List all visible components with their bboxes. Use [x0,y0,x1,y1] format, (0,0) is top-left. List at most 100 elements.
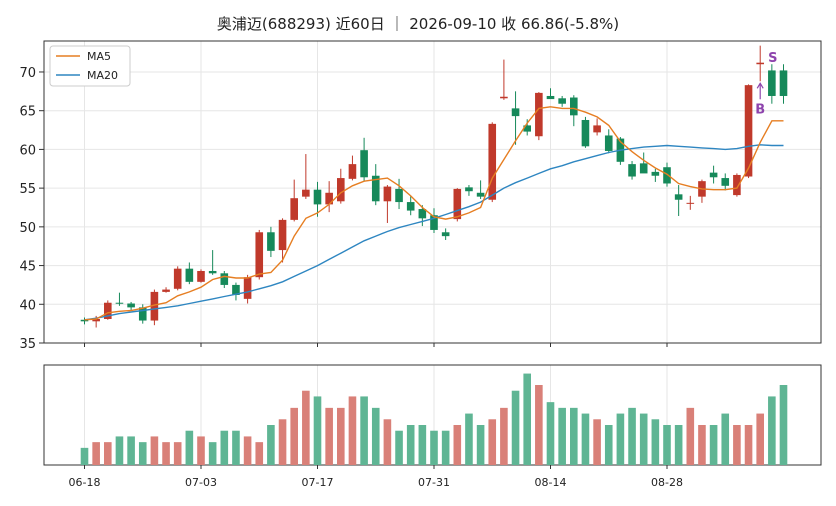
candle-body [651,171,660,176]
x-tick-label: 07-31 [418,476,450,489]
candle-body [733,174,741,196]
volume-bar [80,447,89,465]
candle-body [302,189,310,197]
price-panel-frame [43,40,822,344]
volume-bar [628,407,636,465]
x-tick-label: 07-17 [302,476,334,489]
volume-bar [337,407,345,465]
candle-body [150,291,159,321]
volume-bar [570,407,578,465]
y-tick-label: 40 [19,298,36,313]
y-tick-label: 45 [19,260,36,275]
volume-bar [721,413,730,465]
legend-ma5-label: MA5 [87,50,111,63]
candlesticks [80,45,788,328]
candle-body [360,150,368,178]
y-tick-label: 50 [19,221,36,236]
volume-bar [744,425,753,465]
volume-bar [290,407,298,465]
volume-bar [185,430,194,465]
ma20-line [84,144,784,321]
volume-bar [535,385,543,465]
candle-body [709,172,718,178]
volume-bar [197,436,205,465]
volume-bar [348,396,357,465]
candle-body [441,232,450,237]
x-tick-label: 06-18 [69,476,101,489]
volume-bar [500,407,508,465]
volume-bar [430,430,438,465]
chart-title: 奥浦迈(688293) 近60日 ｜ 2026-09-10 收 66.86(-5… [217,15,619,33]
y-tick-label: 65 [19,105,36,120]
candle-body [80,319,89,322]
volume-bar [173,442,182,465]
candle-body [383,186,392,202]
volume-bar [465,413,473,465]
volume-bar [162,442,170,465]
volume-bar [453,425,462,465]
x-tick-label: 07-03 [185,476,217,489]
y-tick-label: 55 [19,182,36,197]
volume-bar [360,396,368,465]
volume-bar [418,425,427,465]
volume-bar [488,419,497,465]
candle-body [593,125,601,133]
candle-body [337,178,345,202]
candle-body [779,70,788,96]
x-tick-label: 08-28 [651,476,683,489]
volume-bar [255,442,264,465]
volume-bar [406,425,415,465]
sell-signal-label: S [768,51,777,66]
volume-bar [663,425,671,465]
candle-body [371,175,380,202]
y-tick-label: 35 [19,337,36,352]
volume-bar [150,436,159,465]
volume-bar [302,390,310,465]
volume-bar [639,413,648,465]
volume-bar [733,425,741,465]
volume-bar [593,419,601,465]
volume-bar [441,430,450,465]
candle-body [115,302,124,304]
candle-body [465,187,473,192]
candle-body [290,198,298,220]
candle-body [744,85,753,177]
volume-bar [581,413,590,465]
volume-bar [651,419,660,465]
y-tick-label: 60 [19,143,36,158]
candle-body [558,98,566,104]
volume-bar [243,436,252,465]
candle-body [500,96,508,99]
volume-bar [127,436,135,465]
candle-body [162,289,170,292]
volume-bar [523,373,531,465]
volume-bar [325,407,333,465]
volume-bar [138,442,147,465]
volume-bar [232,430,240,465]
candle-body [418,209,427,219]
candle-body [232,284,240,295]
volume-bar [511,390,520,465]
volume-bar [686,407,695,465]
candle-body [208,270,217,274]
volume-bar [616,413,625,465]
volume-bar [104,442,112,465]
price-y-axis: 35 40 45 50 55 60 65 70 [19,66,44,352]
volume-bar [115,436,124,465]
volume-bars [80,373,788,465]
candle-body [243,277,252,299]
volume-bar [698,425,706,465]
buy-signal-label: B [755,102,765,117]
candle-body [756,62,764,65]
candle-body [430,215,438,230]
x-axis: 06-18 07-03 07-17 07-31 08-14 08-28 [69,343,683,489]
candle-body [278,219,287,251]
volume-bar [371,407,380,465]
volume-bar [756,413,764,465]
candle-body [768,70,776,96]
candle-body [197,270,205,282]
volume-bar [313,396,322,465]
candle-body [581,119,590,147]
legend-ma20-label: MA20 [87,69,118,82]
volume-bar [267,425,275,465]
